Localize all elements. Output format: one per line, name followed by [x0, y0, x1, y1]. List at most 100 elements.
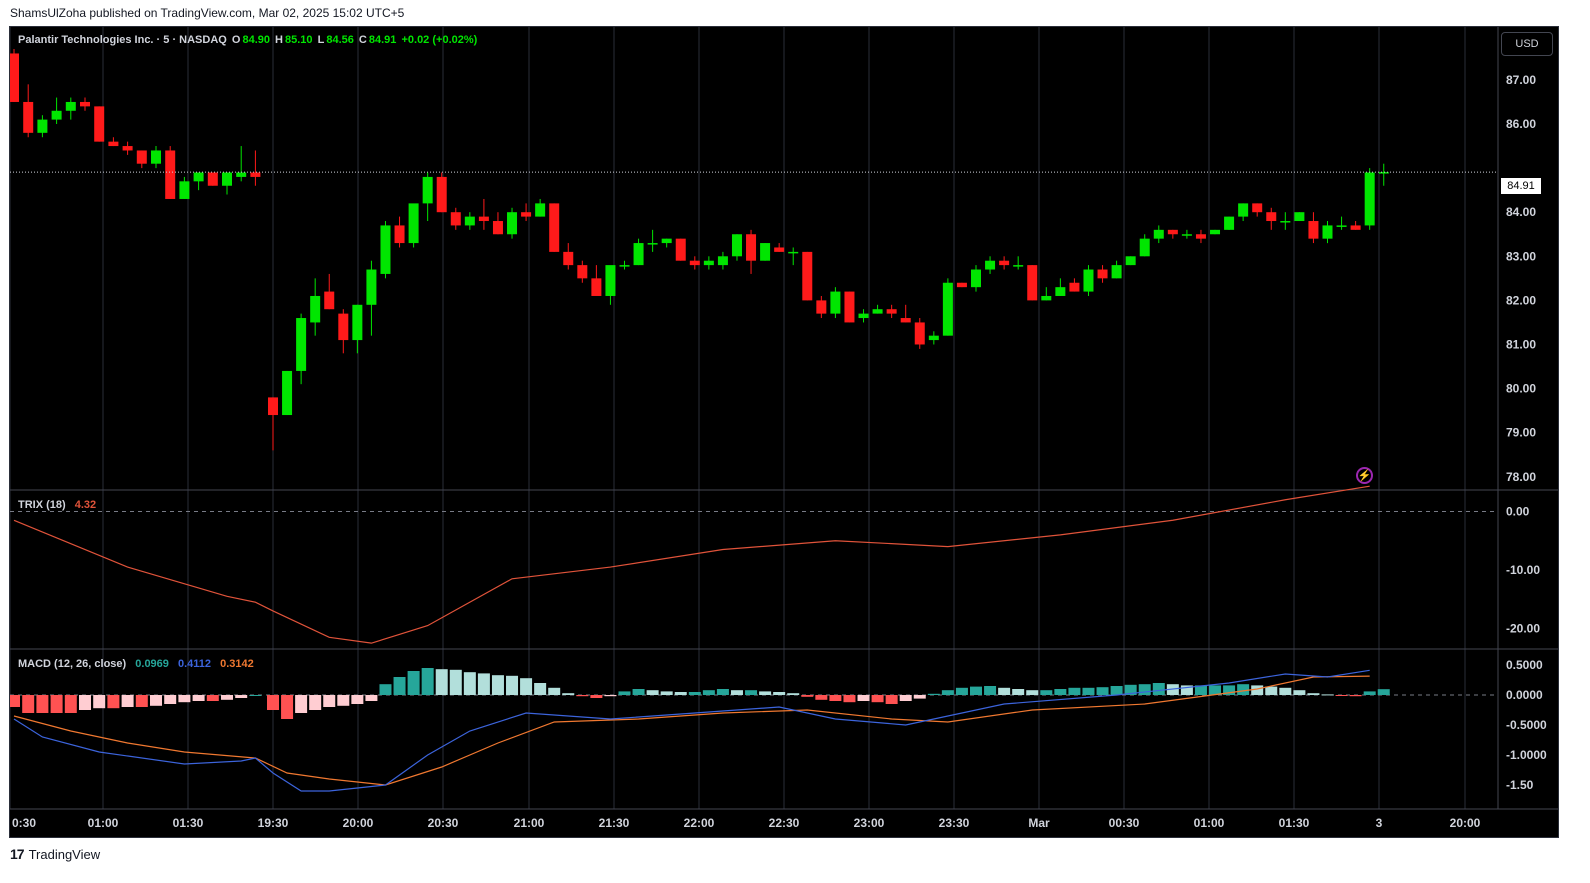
- macd-histogram-bar: [787, 693, 800, 695]
- macd-histogram-bar: [491, 675, 504, 695]
- candle-body: [689, 260, 700, 266]
- macd-histogram-bar: [1321, 694, 1334, 696]
- candle-body: [956, 282, 967, 288]
- high-label: H: [275, 34, 283, 46]
- macd-histogram-bar: [206, 695, 219, 701]
- candle-body: [1041, 295, 1052, 301]
- candle-body: [436, 176, 447, 213]
- candle-body: [51, 110, 62, 120]
- macd-histogram-bar: [1265, 686, 1278, 695]
- macd-histogram-bar: [221, 695, 233, 700]
- macd-histogram-bar: [590, 695, 603, 698]
- macd-histogram-bar: [407, 671, 420, 695]
- x-tick-label: 01:30: [1279, 816, 1310, 830]
- candle-body: [703, 260, 714, 266]
- x-tick-label: 19:30: [258, 816, 289, 830]
- macd-histogram-bar: [93, 695, 106, 709]
- tradingview-logo[interactable]: 17 TradingView: [10, 846, 100, 862]
- candle-body: [1364, 172, 1375, 226]
- macd-histogram-bar: [998, 687, 1011, 695]
- trix-legend: TRIX (18) 4.32: [18, 499, 98, 511]
- price-tick-label: 78.00: [1506, 470, 1536, 484]
- macd-histogram-bar: [1138, 684, 1151, 695]
- macd-histogram-bar: [1040, 690, 1053, 695]
- macd-histogram-bar: [1124, 684, 1137, 695]
- candle-body: [94, 106, 105, 142]
- candle-body: [535, 203, 546, 217]
- x-tick-label: 00:30: [1109, 816, 1140, 830]
- macd-histogram-bar: [970, 686, 982, 695]
- macd-histogram-bar: [281, 695, 294, 719]
- macd-histogram-bar: [773, 692, 786, 695]
- macd-histogram-bar: [1096, 687, 1109, 695]
- macd-histogram-bar: [1293, 690, 1306, 695]
- candle-body: [816, 300, 827, 314]
- macd-histogram-bar: [50, 695, 63, 713]
- candle-body: [492, 221, 503, 235]
- macd-histogram-bar: [178, 695, 191, 703]
- candle-body: [1139, 238, 1150, 257]
- macd-histogram-bar: [164, 695, 177, 704]
- macd-histogram-bar: [562, 693, 575, 695]
- x-tick-label: 22:30: [769, 816, 800, 830]
- change-value: +0.02 (+0.02%): [401, 34, 478, 46]
- x-tick-label: 23:30: [939, 816, 970, 830]
- macd-histogram-bar: [1012, 689, 1025, 695]
- macd-histogram-bar: [1223, 685, 1236, 695]
- macd-histogram-bar: [249, 695, 262, 696]
- macd-histogram-bar: [843, 695, 856, 703]
- x-tick-label: 22:00: [684, 816, 715, 830]
- candle-body: [296, 318, 307, 371]
- price-tick-label: 80.00: [1506, 382, 1536, 396]
- macd-histogram-bar: [520, 678, 533, 695]
- trix-value: 4.32: [74, 499, 97, 511]
- macd-histogram-bar: [801, 695, 814, 697]
- macd-histogram-bar: [393, 677, 406, 695]
- chart-container[interactable]: 0:30 01:00 01:30 19:30 20:00 20:30 21:00 21:30 2…: [9, 26, 1559, 838]
- macd-histogram-bar: [267, 695, 279, 710]
- candle-body: [675, 238, 686, 261]
- currency-button[interactable]: USD: [1501, 32, 1553, 56]
- macd-histogram-bar: [1054, 689, 1067, 695]
- macd-histogram-bar: [1082, 687, 1095, 695]
- tv-logo-icon: 17: [10, 846, 25, 862]
- candle-body: [23, 101, 34, 133]
- macd-tick-label: -1.50: [1506, 778, 1534, 792]
- candle-body: [549, 203, 560, 252]
- macd-histogram-bar: [337, 695, 350, 706]
- publisher-line: ShamsUlZoha published on TradingView.com…: [10, 6, 405, 20]
- macd-histogram-bar: [463, 672, 476, 695]
- macd-histogram-bar: [955, 687, 968, 695]
- candle-body: [942, 282, 953, 336]
- candle-body: [450, 212, 461, 226]
- price-tick-label: 87.00: [1506, 73, 1536, 87]
- candle-body: [108, 141, 119, 147]
- candle-body: [985, 260, 996, 270]
- macd-histogram-bar: [1349, 695, 1362, 697]
- macd-histogram-bar: [871, 695, 884, 703]
- candle-body: [760, 243, 771, 261]
- macd-histogram-bar: [192, 695, 205, 701]
- macd-histogram-bar: [604, 695, 617, 697]
- macd-histogram-bar: [941, 690, 954, 695]
- macd-histogram-bar: [857, 695, 870, 701]
- candle-body: [1195, 234, 1206, 239]
- candle-body: [80, 101, 90, 107]
- candle-body: [65, 101, 76, 111]
- price-legend: Palantir Technologies Inc. · 5 · NASDAQ …: [18, 34, 479, 46]
- macd-histogram-bar: [1152, 683, 1165, 695]
- macd-histogram-bar: [1026, 690, 1039, 695]
- candle-body: [282, 370, 293, 416]
- candle-body: [478, 216, 489, 222]
- candle-body: [872, 309, 883, 314]
- last-price-tag: 84.91: [1501, 178, 1541, 194]
- candle-body: [717, 256, 728, 266]
- candle-body: [521, 212, 532, 217]
- candle-body: [338, 313, 349, 341]
- lightning-icon[interactable]: ⚡: [1356, 467, 1373, 484]
- price-tick-label: 84.00: [1506, 205, 1536, 219]
- candle-body: [591, 278, 602, 296]
- macd-signal-value: 0.3142: [220, 658, 254, 670]
- chart-canvas[interactable]: 0:30 01:00 01:30 19:30 20:00 20:30 21:00 21:30 2…: [10, 27, 1558, 837]
- open-label: O: [231, 34, 241, 46]
